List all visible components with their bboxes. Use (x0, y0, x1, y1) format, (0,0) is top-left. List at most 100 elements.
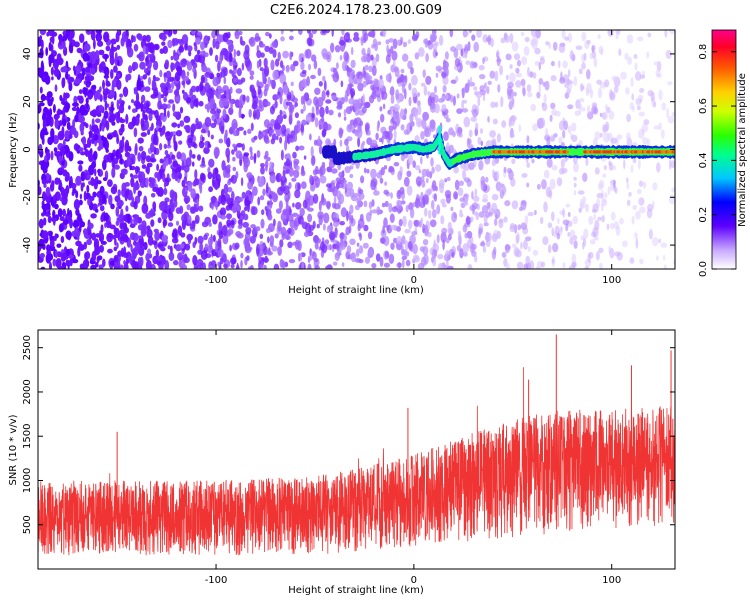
noise-blob (241, 62, 245, 71)
noise-blob (58, 223, 64, 233)
noise-blob (152, 186, 158, 192)
noise-blob (42, 230, 49, 240)
noise-blob (291, 177, 297, 182)
noise-blob (401, 255, 408, 260)
noise-blob (370, 84, 375, 91)
noise-blob (66, 260, 73, 266)
noise-blob (405, 205, 409, 213)
noise-blob (591, 51, 597, 59)
noise-blob (587, 111, 594, 120)
noise-blob (463, 251, 468, 257)
noise-blob (170, 131, 174, 138)
noise-blob (503, 166, 507, 174)
noise-blob (170, 245, 173, 254)
noise-blob (90, 213, 97, 219)
noise-blob (38, 218, 44, 229)
noise-blob (383, 262, 390, 268)
noise-blob (207, 171, 213, 180)
noise-blob (339, 175, 345, 185)
noise-blob (110, 203, 115, 210)
noise-blob (661, 102, 667, 111)
noise-blob (152, 44, 160, 50)
noise-blob (218, 138, 224, 144)
noise-blob (313, 60, 318, 70)
noise-blob (212, 234, 216, 243)
noise-blob (180, 232, 186, 238)
noise-blob (175, 39, 183, 44)
noise-blob (350, 214, 354, 224)
noise-blob (466, 179, 472, 187)
noise-blob (461, 87, 468, 94)
noise-blob (87, 137, 92, 149)
noise-blob (288, 166, 294, 177)
noise-blob (457, 233, 462, 243)
noise-blob (243, 213, 249, 221)
noise-blob (557, 217, 560, 224)
noise-blob (354, 99, 359, 111)
noise-blob (62, 219, 69, 226)
noise-blob (240, 177, 244, 187)
noise-blob (86, 55, 91, 61)
noise-blob (426, 178, 429, 184)
noise-blob (267, 208, 272, 220)
noise-blob (152, 134, 158, 146)
noise-blob (182, 91, 189, 101)
noise-blob (542, 81, 546, 87)
noise-blob (597, 216, 603, 221)
noise-blob (333, 138, 337, 147)
noise-blob (388, 38, 394, 43)
noise-blob (406, 185, 413, 196)
noise-blob (83, 44, 88, 52)
noise-blob (498, 182, 504, 193)
noise-blob (321, 129, 326, 138)
noise-blob (120, 264, 124, 269)
noise-blob (194, 214, 200, 223)
noise-blob (288, 182, 292, 189)
noise-blob (559, 77, 566, 84)
noise-blob (172, 111, 179, 117)
noise-blob (73, 199, 80, 210)
noise-blob (198, 180, 202, 190)
noise-blob (120, 208, 124, 220)
noise-blob (290, 81, 294, 87)
noise-blob (311, 106, 315, 115)
noise-blob (300, 109, 304, 114)
noise-blob (133, 182, 140, 191)
noise-blob (349, 238, 356, 246)
noise-blob (521, 173, 528, 178)
noise-blob (176, 65, 182, 73)
noise-blob (308, 63, 311, 71)
noise-blob (45, 253, 52, 264)
noise-blob (474, 188, 478, 197)
noise-blob (77, 73, 84, 78)
noise-blob (194, 123, 201, 130)
noise-blob (148, 42, 155, 54)
noise-blob (63, 40, 66, 51)
noise-blob (153, 77, 161, 82)
noise-blob (191, 141, 197, 148)
noise-blob (527, 91, 533, 98)
noise-blob (219, 55, 223, 65)
noise-blob (117, 110, 121, 119)
spectrogram-y-tick-label: -20 (22, 189, 33, 205)
noise-blob (551, 256, 556, 267)
noise-blob (94, 245, 101, 256)
noise-blob (404, 240, 409, 251)
noise-blob (231, 204, 237, 214)
noise-blob (592, 137, 598, 147)
noise-blob (212, 217, 217, 224)
noise-blob (386, 44, 389, 53)
noise-blob (468, 162, 475, 171)
noise-blob (111, 114, 116, 122)
noise-blob (132, 108, 137, 113)
noise-blob (581, 85, 585, 90)
noise-blob (101, 194, 106, 204)
noise-blob (96, 89, 101, 100)
noise-blob (631, 93, 634, 101)
noise-blob (207, 89, 212, 95)
noise-blob (38, 185, 42, 196)
noise-blob (107, 179, 113, 188)
noise-blob (504, 34, 510, 43)
noise-blob (301, 78, 308, 88)
noise-blob (456, 108, 463, 114)
